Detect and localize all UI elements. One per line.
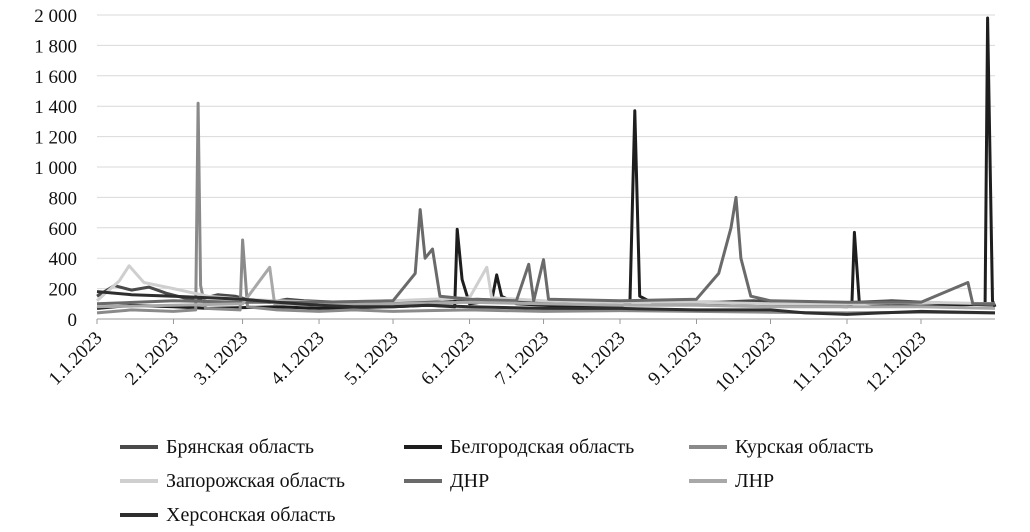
series-lines xyxy=(96,16,997,316)
x-tick-label: 11.1.2023 xyxy=(788,328,856,396)
y-tick-label: 800 xyxy=(49,188,78,209)
y-tick-label: 2 000 xyxy=(34,6,77,27)
legend-item-belgorod: Белгородская область xyxy=(404,436,669,459)
x-tick-label: 3.1.2023 xyxy=(190,328,252,390)
series-line-2 xyxy=(96,101,996,315)
x-tick-label: 9.1.2023 xyxy=(644,328,706,390)
x-tick-label: 4.1.2023 xyxy=(267,328,329,390)
series-line-3 xyxy=(96,264,996,306)
legend-item-lnr: ЛНР xyxy=(689,470,929,493)
legend-swatch xyxy=(689,479,727,483)
series-line-4 xyxy=(96,195,995,306)
y-tick-label: 0 xyxy=(68,310,78,331)
x-tick-label: 5.1.2023 xyxy=(341,328,403,390)
y-tick-label: 200 xyxy=(49,280,78,301)
x-tick-label: 2.1.2023 xyxy=(121,328,183,390)
series-line-5 xyxy=(96,265,996,310)
x-tick-label: 8.1.2023 xyxy=(568,328,630,390)
x-tick-labels: 1.1.2023 2.1.2023 3.1.2023 4.1.2023 5.1.2023… xyxy=(45,319,931,396)
legend-swatch xyxy=(120,445,158,449)
y-tick-label: 1 400 xyxy=(34,97,77,118)
legend-label: Брянская область xyxy=(166,435,315,458)
legend-label: Курская область xyxy=(735,435,874,458)
y-tick-label: 600 xyxy=(49,219,78,240)
legend-label: ДНР xyxy=(450,469,490,492)
legend-swatch xyxy=(404,479,442,483)
series-line-1 xyxy=(96,16,997,310)
line-chart: 0 200 400 600 800 1 000 1 200 1 400 1 600 1 800 2 … xyxy=(34,6,997,396)
x-tick-label: 7.1.2023 xyxy=(491,328,553,390)
legend-item-kherson: Херсонская область xyxy=(120,504,384,527)
x-tick-label: 1.1.2023 xyxy=(45,328,107,390)
legend-swatch xyxy=(689,445,727,449)
legend-item-dnr: ДНР xyxy=(404,470,669,493)
legend-row-2: Запорожская область ДНР ЛНР xyxy=(120,464,1000,498)
legend: Брянская область Белгородская область Ку… xyxy=(120,430,1000,532)
series-line-6 xyxy=(96,290,996,316)
legend-row-3: Херсонская область xyxy=(120,498,1000,532)
y-tick-label: 1 800 xyxy=(34,36,77,57)
legend-item-kursk: Курская область xyxy=(689,436,929,459)
legend-label: Белгородская область xyxy=(450,435,635,458)
legend-swatch xyxy=(120,479,158,483)
y-tick-label: 400 xyxy=(49,249,78,270)
y-tick-label: 1 200 xyxy=(34,128,77,149)
y-tick-label: 1 000 xyxy=(34,158,77,179)
y-tick-labels: 0 200 400 600 800 1 000 1 200 1 400 1 600 1 800 2 … xyxy=(34,6,77,331)
x-tick-label: 10.1.2023 xyxy=(711,328,780,397)
x-tick-label: 6.1.2023 xyxy=(417,328,479,390)
legend-label: ЛНР xyxy=(735,469,775,492)
legend-label: Херсонская область xyxy=(166,503,336,526)
legend-label: Запорожская область xyxy=(166,469,345,492)
y-tick-label: 1 600 xyxy=(34,67,77,88)
legend-item-bryansk: Брянская область xyxy=(120,436,384,459)
legend-swatch xyxy=(120,513,158,517)
x-tick-label: 12.1.2023 xyxy=(862,328,931,397)
legend-swatch xyxy=(404,445,442,449)
legend-row-1: Брянская область Белгородская область Ку… xyxy=(120,430,1000,464)
legend-item-zaporozhye: Запорожская область xyxy=(120,470,384,493)
